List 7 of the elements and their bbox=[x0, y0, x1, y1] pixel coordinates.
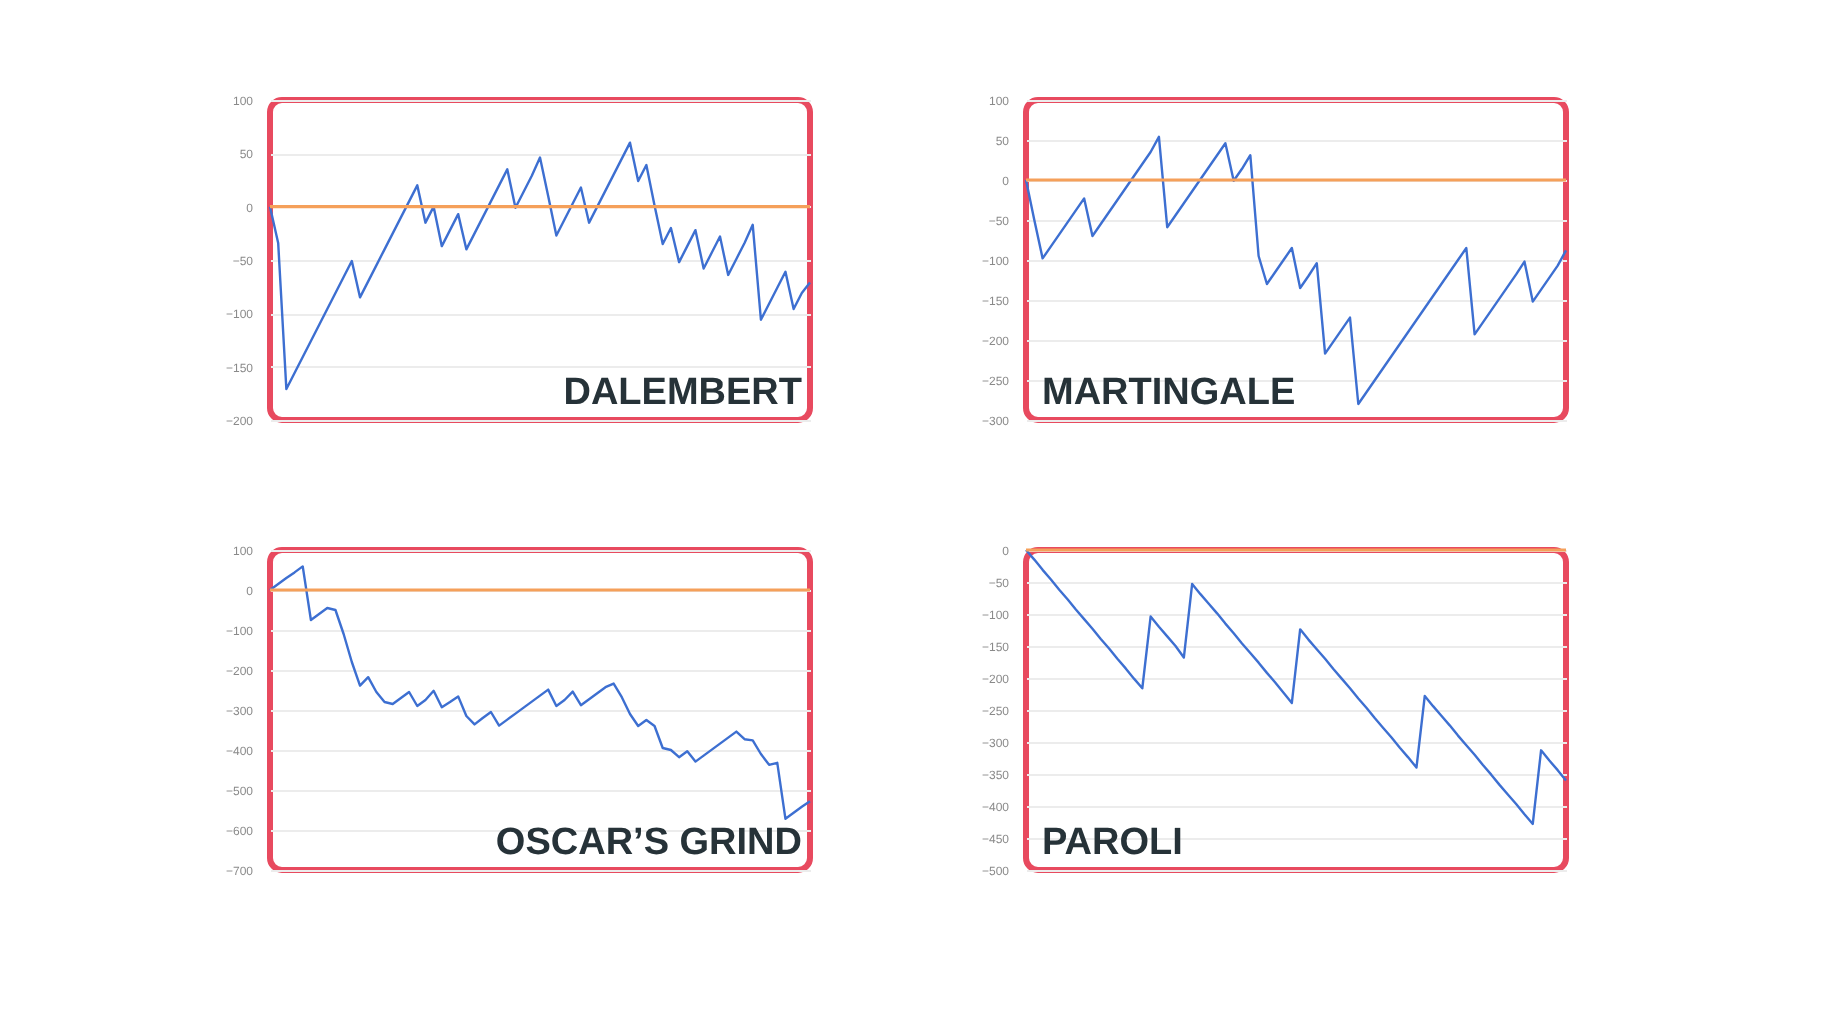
text: OSCAR’S GRIND bbox=[495, 822, 802, 864]
line-series bbox=[1024, 548, 1568, 826]
text: PAROLI bbox=[1042, 822, 1183, 864]
text: DALEMBERT bbox=[563, 372, 803, 414]
line-series bbox=[1024, 135, 1568, 406]
text: MARTINGALE bbox=[1042, 372, 1296, 414]
line-series bbox=[268, 565, 812, 820]
